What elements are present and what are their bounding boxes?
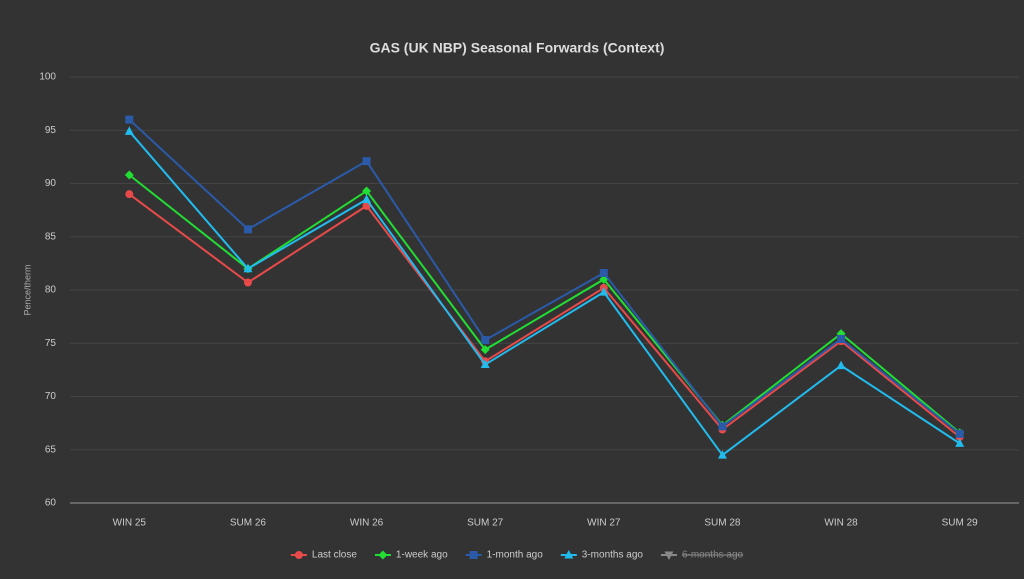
series-line: [128, 174, 961, 434]
marker: [664, 551, 674, 560]
x-tick-label: WIN 26: [350, 518, 384, 529]
x-tick-label: SUM 28: [704, 518, 741, 529]
marker: [125, 190, 134, 199]
marker: [480, 359, 490, 369]
marker: [481, 336, 490, 345]
marker: [125, 115, 134, 124]
x-tick-label: WIN 27: [587, 518, 621, 529]
marker: [955, 438, 965, 447]
legend-label: 3-months ago: [582, 550, 644, 561]
marker: [599, 287, 609, 296]
marker: [378, 550, 388, 560]
x-tick-label: SUM 29: [942, 518, 979, 529]
y-tick-label: 70: [45, 391, 57, 402]
marker: [717, 450, 727, 459]
marker: [362, 186, 372, 196]
y-tick-label: 65: [45, 444, 57, 455]
marker: [243, 263, 253, 273]
marker: [564, 550, 574, 559]
legend-label: 1-month ago: [487, 550, 544, 561]
marker: [362, 157, 371, 166]
y-tick-label: 60: [45, 498, 57, 509]
y-tick-label: 95: [45, 125, 57, 136]
marker: [837, 334, 846, 343]
x-tick-label: WIN 25: [113, 518, 147, 529]
series-line: [128, 118, 961, 435]
marker: [955, 429, 964, 438]
x-tick-label: SUM 27: [467, 518, 504, 529]
marker: [599, 268, 608, 277]
legend: Last close 1-week ago 1-month ago 3-months …: [290, 550, 744, 561]
marker: [718, 422, 727, 431]
x-tick-label: WIN 28: [824, 518, 858, 529]
marker: [469, 551, 478, 559]
legend-label: Last close: [312, 550, 357, 561]
marker: [836, 360, 846, 370]
marker: [480, 345, 490, 355]
y-tick-label: 80: [45, 285, 57, 296]
legend-label: 1-week ago: [396, 550, 448, 561]
marker: [243, 225, 252, 234]
marker: [243, 278, 252, 287]
y-tick-label: 100: [39, 72, 56, 83]
marker: [124, 126, 134, 135]
y-tick-label: 75: [45, 338, 57, 349]
marker: [362, 194, 372, 203]
chart-title: GAS (UK NBP) Seasonal Forwards (Context): [370, 40, 665, 56]
y-tick-label: 85: [45, 231, 57, 242]
series-line: [128, 193, 961, 438]
y-axis-label: Pence/therm: [22, 264, 32, 315]
y-tick-label: 90: [45, 178, 57, 189]
marker: [294, 551, 303, 559]
series-line: [128, 130, 961, 457]
x-tick-label: SUM 26: [230, 518, 267, 529]
marker: [124, 170, 134, 180]
